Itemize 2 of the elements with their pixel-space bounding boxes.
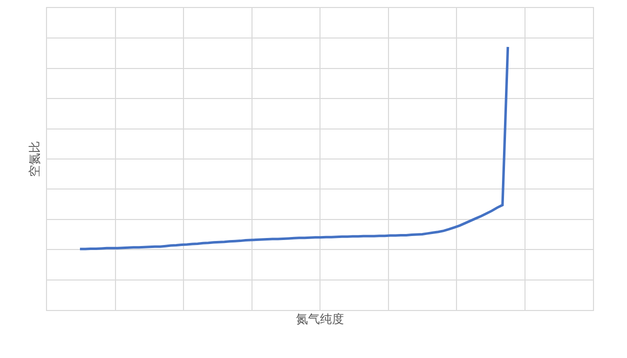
x-axis-title: 氮气纯度	[296, 312, 344, 326]
y-axis-title: 空氮比	[27, 141, 42, 177]
